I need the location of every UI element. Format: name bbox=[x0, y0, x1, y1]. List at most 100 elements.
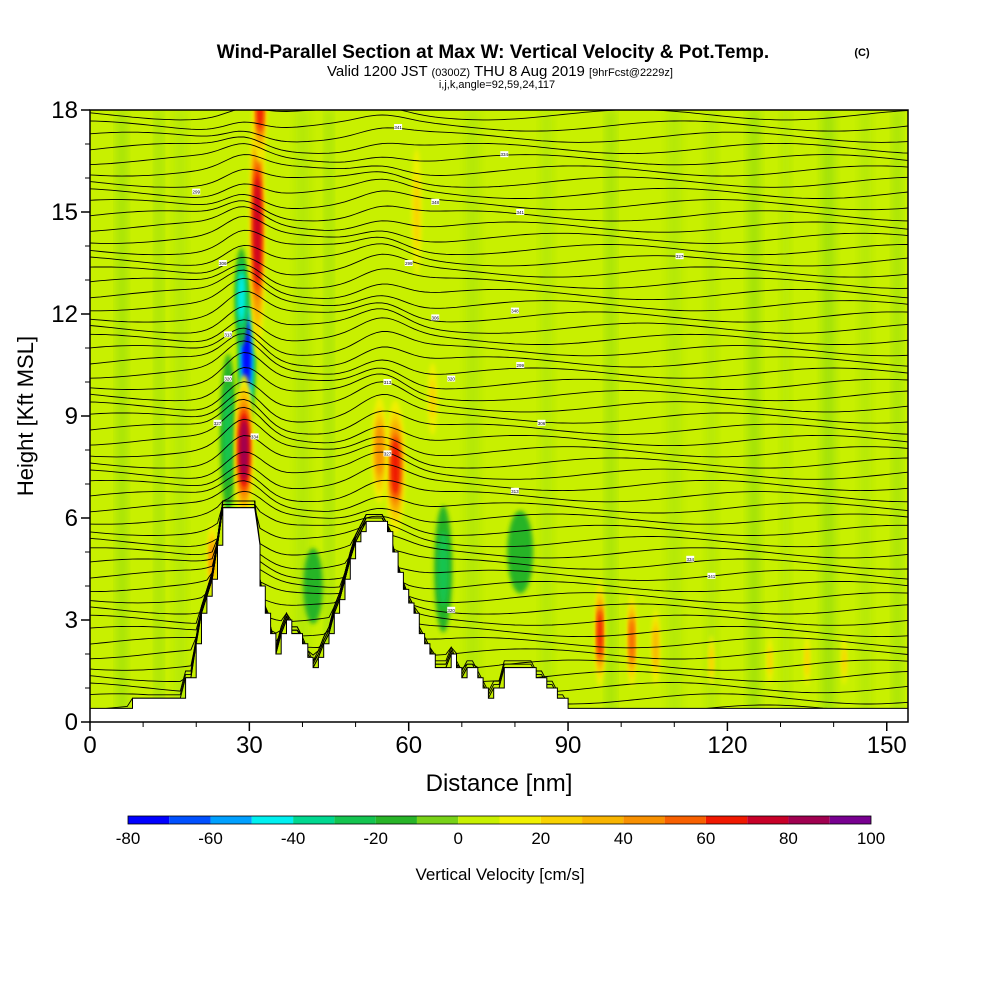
isentrope bbox=[90, 127, 908, 143]
isentrope-label: 334 bbox=[501, 152, 509, 157]
isentrope-label-box bbox=[224, 375, 233, 382]
stripe-4 bbox=[325, 110, 333, 722]
isentrope-label-box bbox=[213, 419, 222, 426]
y-tick-label: 0 bbox=[65, 709, 78, 736]
colorbar-segment bbox=[788, 816, 830, 824]
colorbar-segment bbox=[499, 816, 541, 824]
isentrope bbox=[90, 451, 908, 480]
isentrope-label-box bbox=[224, 331, 233, 338]
isentrope-label: 334 bbox=[251, 434, 259, 439]
colorbar-segment bbox=[458, 816, 500, 824]
isentrope-label: 348 bbox=[511, 309, 519, 314]
updraft-contour bbox=[375, 424, 384, 476]
colorbar-segment bbox=[582, 816, 624, 824]
isentrope bbox=[90, 472, 908, 503]
isentrope bbox=[90, 110, 908, 121]
stripe-12 bbox=[822, 110, 835, 722]
stripe-11 bbox=[781, 110, 790, 722]
downdraft-cell bbox=[434, 505, 453, 633]
isentrope-label: 306 bbox=[538, 421, 546, 426]
updraft-cell bbox=[767, 636, 773, 685]
x-tick-label: 120 bbox=[707, 732, 747, 759]
colorbar-segment bbox=[623, 816, 665, 824]
updraft-cell bbox=[385, 399, 406, 535]
stripe-7 bbox=[606, 110, 615, 722]
isentrope-label-box bbox=[707, 572, 716, 579]
y-axis: 0 3 6 9 12 15 18 bbox=[51, 97, 90, 736]
colorbar-tick-label: -20 bbox=[363, 829, 388, 848]
colorbar: -80 -60 -40 -20 0 20 40 60 80 100 bbox=[116, 815, 885, 848]
isentrope-label: 299 bbox=[405, 261, 413, 266]
isentrope bbox=[90, 190, 908, 211]
isentrope-label-box bbox=[516, 362, 525, 368]
isentrope bbox=[90, 277, 908, 312]
stripe-14 bbox=[893, 110, 902, 722]
updraft-contour bbox=[805, 645, 810, 676]
isentrope bbox=[90, 317, 908, 345]
stripe-3 bbox=[295, 110, 310, 722]
colorbar-tick-label: -40 bbox=[281, 829, 306, 848]
colorbar-segment bbox=[747, 816, 789, 824]
downdraft-cell bbox=[507, 510, 534, 594]
isentrope bbox=[90, 463, 908, 492]
updraft-cell bbox=[234, 374, 254, 526]
y-tick-label: 6 bbox=[65, 505, 78, 532]
isentrope bbox=[90, 500, 908, 559]
isentrope-label-box bbox=[686, 555, 695, 562]
isentrope-label: 341 bbox=[708, 574, 716, 579]
stripe-6 bbox=[541, 110, 553, 722]
velocity-cells bbox=[207, 110, 848, 688]
colorbar-segment bbox=[664, 816, 706, 824]
isentrope bbox=[90, 243, 908, 267]
isentrope bbox=[90, 340, 908, 379]
isentrope-label: 334 bbox=[686, 557, 694, 562]
isentrope-label: 327 bbox=[214, 421, 222, 426]
isentrope-label: 299 bbox=[192, 190, 200, 195]
chart-title: Wind-Parallel Section at Max W: Vertical… bbox=[217, 42, 769, 63]
isentrope bbox=[90, 143, 908, 166]
colorbar-tick-label: 40 bbox=[614, 829, 633, 848]
isentrope-label-box bbox=[537, 419, 546, 426]
chart-valid-line: Valid 1200 JST (0300Z) THU 8 Aug 2019 [9… bbox=[327, 63, 673, 80]
y-tick-label: 12 bbox=[51, 301, 78, 328]
isentrope bbox=[90, 168, 908, 188]
isentrope bbox=[90, 93, 908, 109]
isentrope bbox=[90, 490, 908, 525]
isentrope-label: 327 bbox=[384, 451, 392, 456]
isentrope bbox=[90, 306, 908, 334]
colorbar-segment bbox=[293, 816, 335, 824]
isentrope-label-box bbox=[510, 307, 519, 314]
updraft-contour bbox=[240, 421, 248, 479]
downdraft-contour bbox=[238, 273, 245, 321]
colorbar-segment bbox=[334, 816, 376, 824]
isentrope-label: 299 bbox=[516, 363, 524, 368]
isentrope bbox=[90, 381, 908, 413]
updraft-cell bbox=[427, 362, 438, 436]
isentrope-label: 313 bbox=[384, 380, 392, 385]
updraft-contour bbox=[767, 647, 772, 675]
updraft-cell bbox=[371, 396, 388, 504]
isentrope bbox=[90, 503, 908, 536]
isentrope-label-box bbox=[394, 124, 403, 130]
isentrope-label-box bbox=[404, 260, 413, 266]
colorbar-tick-label: 60 bbox=[696, 829, 715, 848]
isentrope-label: 313 bbox=[511, 489, 519, 494]
x-axis-label: Distance [nm] bbox=[426, 770, 573, 797]
plot-area: 299 306 313 320 327 334 341 348 299 306 313 320 327 3… bbox=[90, 93, 908, 722]
downdraft-contour bbox=[507, 510, 534, 594]
isentrope-label-box bbox=[516, 209, 525, 215]
y-tick-label: 9 bbox=[65, 403, 78, 430]
isentrope bbox=[90, 435, 908, 469]
isentrope-label-box bbox=[431, 314, 440, 321]
y-axis-label: Height [Kft MSL] bbox=[13, 336, 38, 496]
isentrope-label: 320 bbox=[224, 377, 232, 382]
x-tick-label: 90 bbox=[555, 732, 582, 759]
isentrope-label: 306 bbox=[219, 261, 227, 266]
isentrope bbox=[90, 114, 908, 132]
updraft-cell bbox=[804, 635, 811, 687]
colorbar-tick-label: 0 bbox=[453, 829, 462, 848]
stripe-8 bbox=[667, 110, 681, 722]
isentrope bbox=[90, 215, 908, 244]
